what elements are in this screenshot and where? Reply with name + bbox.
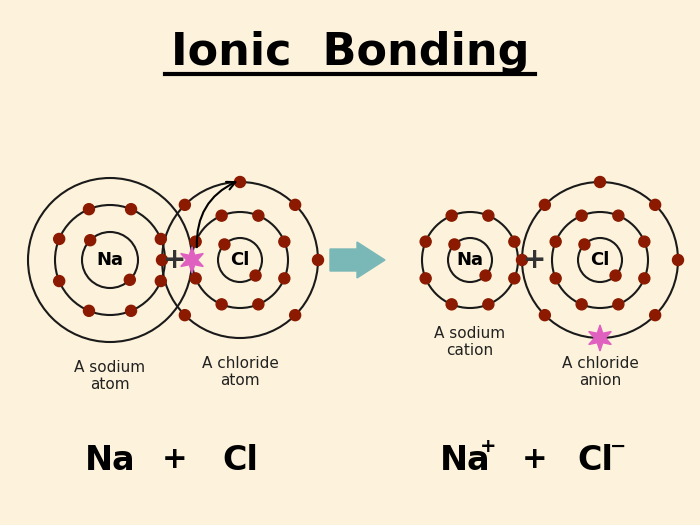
Circle shape <box>446 299 457 310</box>
Text: Na: Na <box>440 444 490 477</box>
Circle shape <box>509 273 520 284</box>
Circle shape <box>312 255 323 266</box>
Polygon shape <box>181 247 203 273</box>
Circle shape <box>539 200 550 211</box>
Circle shape <box>219 239 230 250</box>
Circle shape <box>639 236 650 247</box>
Circle shape <box>253 299 264 310</box>
Text: +: + <box>162 446 188 475</box>
Circle shape <box>579 239 590 250</box>
Text: +: + <box>524 246 547 274</box>
Circle shape <box>420 273 431 284</box>
Circle shape <box>85 235 96 246</box>
FancyArrowPatch shape <box>197 182 235 247</box>
Circle shape <box>179 310 190 321</box>
Text: +: + <box>480 436 496 456</box>
Circle shape <box>155 234 167 245</box>
Circle shape <box>449 239 460 250</box>
Circle shape <box>125 274 135 285</box>
Circle shape <box>83 204 94 215</box>
Circle shape <box>155 276 167 287</box>
Circle shape <box>483 210 494 221</box>
Circle shape <box>650 310 661 321</box>
Circle shape <box>613 299 624 310</box>
Circle shape <box>279 236 290 247</box>
Circle shape <box>234 176 246 187</box>
Circle shape <box>279 273 290 284</box>
Circle shape <box>594 176 606 187</box>
Polygon shape <box>589 325 611 351</box>
Text: Na: Na <box>85 444 135 477</box>
Circle shape <box>54 276 64 287</box>
Circle shape <box>290 310 301 321</box>
Text: Cl: Cl <box>590 251 610 269</box>
Circle shape <box>125 204 136 215</box>
Circle shape <box>216 210 227 221</box>
Circle shape <box>190 273 201 284</box>
Text: Ionic  Bonding: Ionic Bonding <box>171 30 529 74</box>
Circle shape <box>446 210 457 221</box>
Text: Cl: Cl <box>577 444 613 477</box>
Circle shape <box>550 273 561 284</box>
Text: A chloride
anion: A chloride anion <box>561 356 638 388</box>
Circle shape <box>576 299 587 310</box>
Circle shape <box>157 255 167 266</box>
Circle shape <box>673 255 683 266</box>
Circle shape <box>250 270 261 281</box>
Circle shape <box>83 306 94 317</box>
Text: A sodium
atom: A sodium atom <box>74 360 146 392</box>
Circle shape <box>216 299 227 310</box>
Circle shape <box>610 270 621 281</box>
Circle shape <box>517 255 528 266</box>
Circle shape <box>613 210 624 221</box>
Text: A sodium
cation: A sodium cation <box>435 326 505 359</box>
Circle shape <box>639 273 650 284</box>
Circle shape <box>179 200 190 211</box>
Text: Na: Na <box>456 251 484 269</box>
FancyArrow shape <box>330 242 385 278</box>
Text: A chloride
atom: A chloride atom <box>202 356 279 388</box>
Circle shape <box>253 210 264 221</box>
Text: Na: Na <box>97 251 123 269</box>
Circle shape <box>576 210 587 221</box>
Text: +: + <box>522 446 548 475</box>
Circle shape <box>290 200 301 211</box>
Circle shape <box>650 200 661 211</box>
Circle shape <box>509 236 520 247</box>
Text: Cl: Cl <box>222 444 258 477</box>
Circle shape <box>190 236 201 247</box>
Text: Cl: Cl <box>230 251 250 269</box>
Circle shape <box>483 299 494 310</box>
Circle shape <box>420 236 431 247</box>
Circle shape <box>539 310 550 321</box>
Circle shape <box>125 306 136 317</box>
Text: +: + <box>163 246 187 274</box>
Circle shape <box>480 270 491 281</box>
Circle shape <box>54 234 64 245</box>
Text: −: − <box>610 436 627 456</box>
Circle shape <box>550 236 561 247</box>
